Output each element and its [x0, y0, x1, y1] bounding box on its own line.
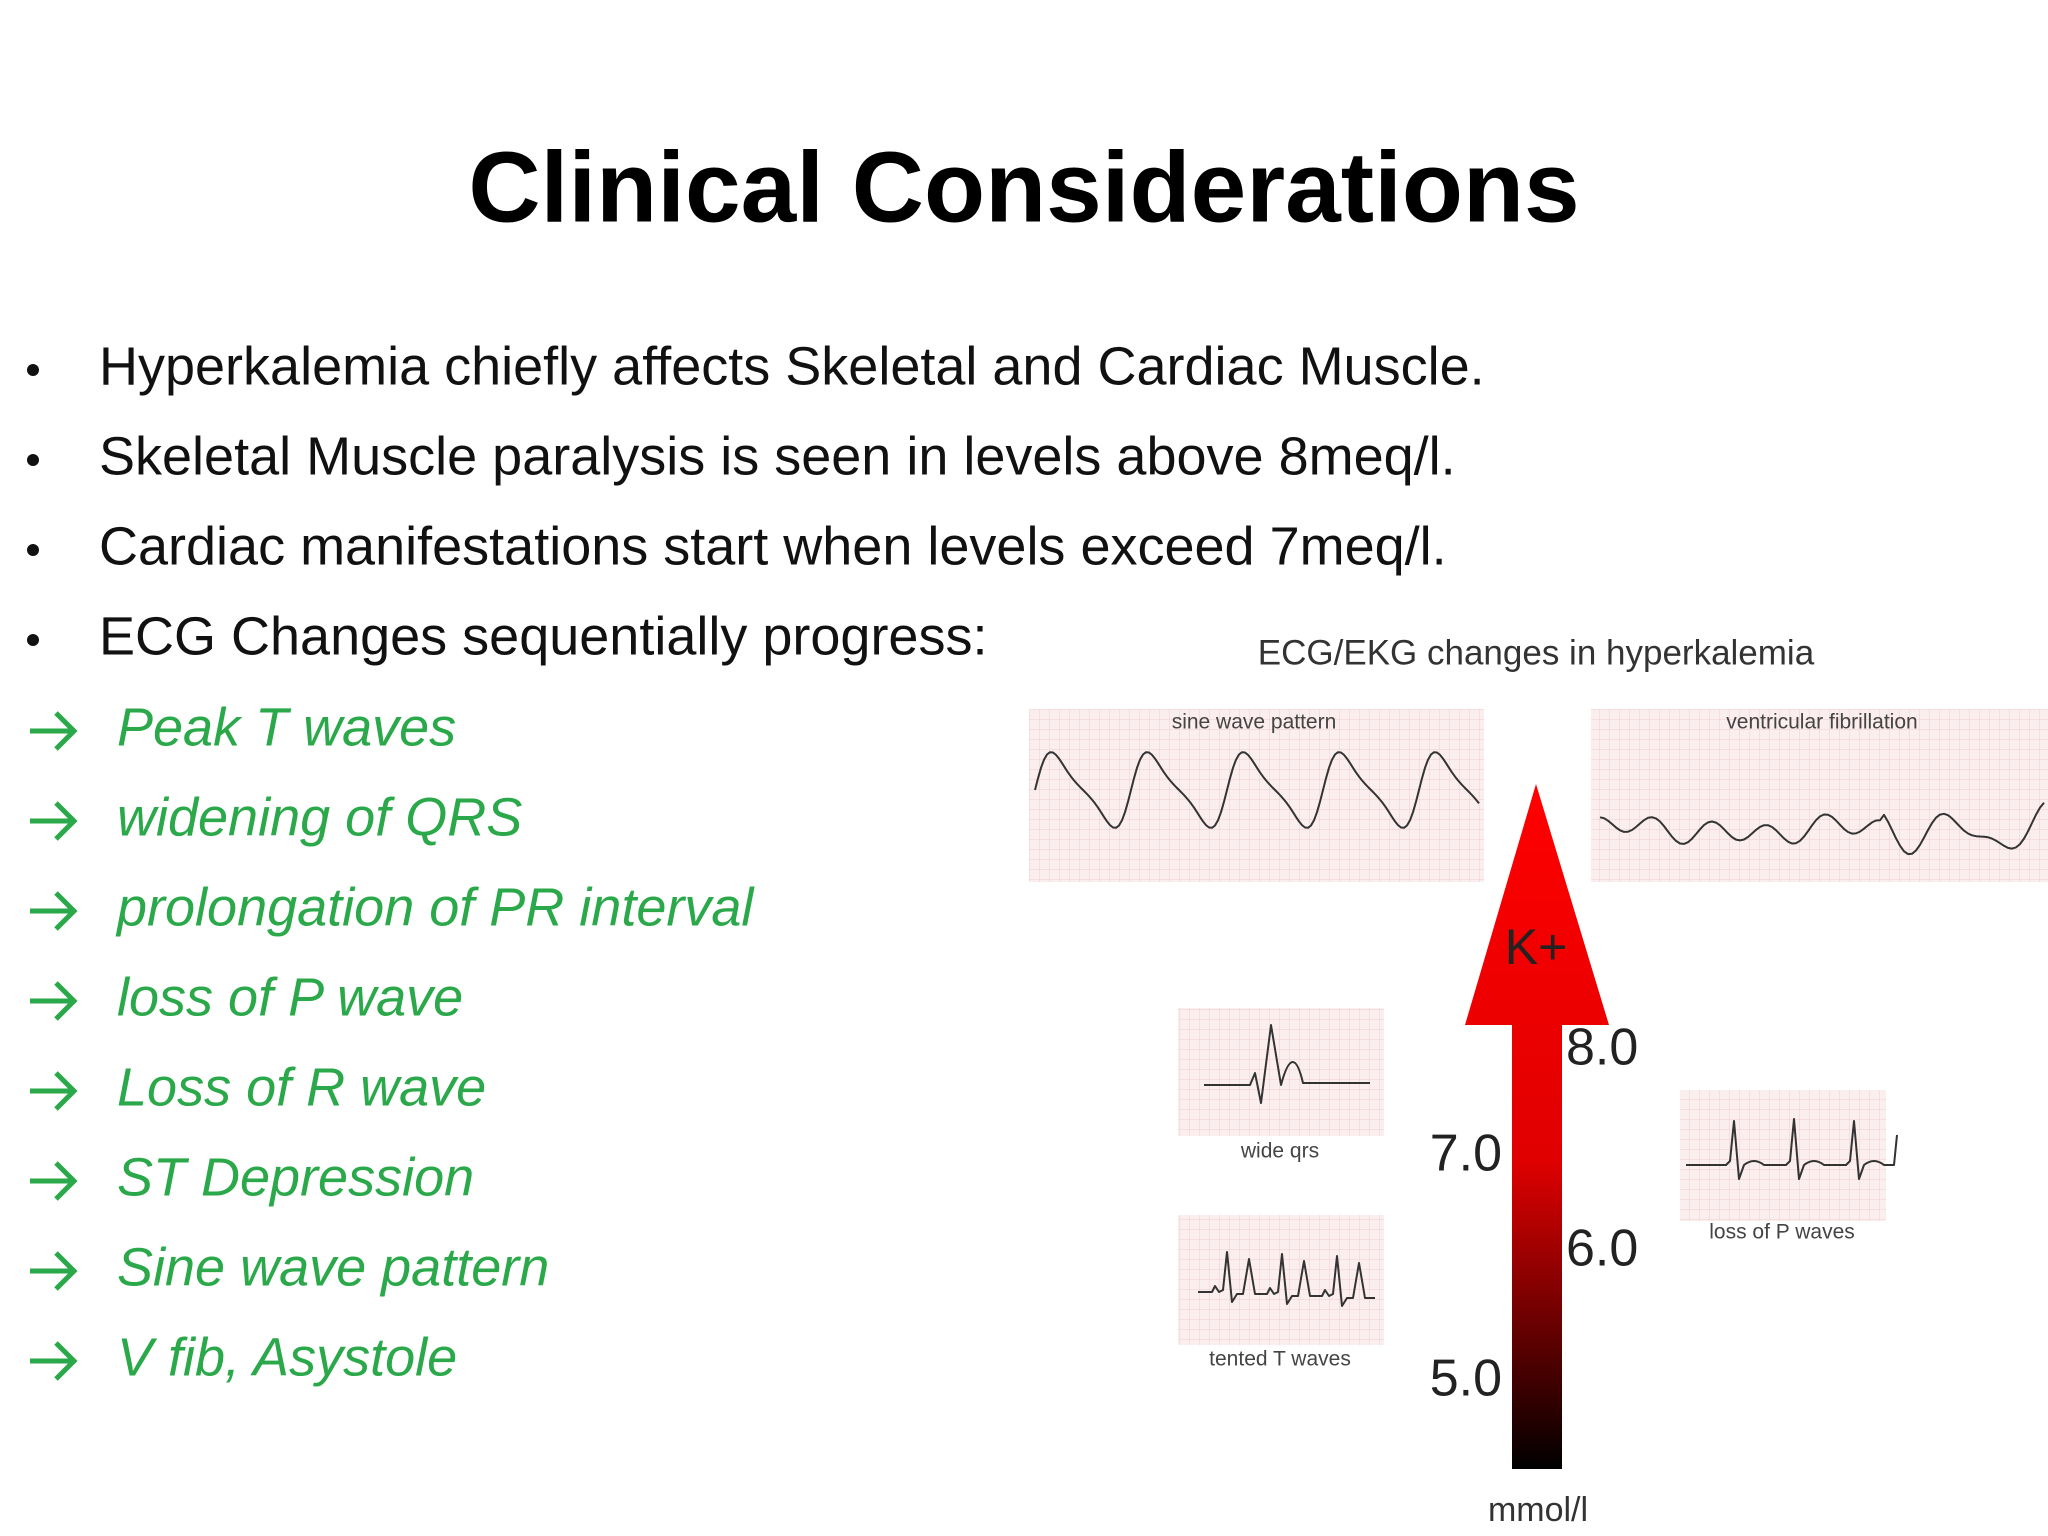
- bullet-list: Hyperkalemia chiefly affects Skeletal an…: [27, 336, 1485, 666]
- bullet-dot: [27, 364, 39, 376]
- unit-label: mmol/l: [1488, 1491, 1588, 1529]
- arrow-icon: [30, 893, 74, 929]
- arrow-label: K+: [1505, 919, 1568, 975]
- step-list: Peak T waves widening of QRS prolongation …: [30, 697, 755, 1387]
- slide-title: Clinical Considerations: [468, 131, 1579, 243]
- ecg-figure: ECG/EKG changes in hyperkalemia sine wav…: [1029, 633, 2048, 1529]
- arrow-icon: [30, 1073, 74, 1109]
- step-text: prolongation of PR interval: [115, 877, 755, 937]
- ecg-trace: [1198, 1251, 1375, 1307]
- step-text: Sine wave pattern: [117, 1237, 549, 1297]
- ecg-panel: [1591, 709, 2048, 882]
- bullet-text: Skeletal Muscle paralysis is seen in lev…: [99, 426, 1456, 486]
- panel-label: wide qrs: [1240, 1140, 1319, 1163]
- ecg-trace: [1599, 802, 2045, 856]
- potassium-arrow: [1465, 784, 1609, 1469]
- bullet-dot: [27, 454, 39, 466]
- bullet-text: ECG Changes sequentially progress:: [99, 606, 987, 666]
- step-text: Peak T waves: [117, 697, 456, 757]
- panel-label: ventricular fibrillation: [1726, 711, 1917, 734]
- arrow-icon: [30, 1343, 74, 1379]
- ecg-trace: [1034, 751, 1480, 829]
- scale-label: 6.0: [1566, 1220, 1638, 1278]
- arrow-icon: [30, 1253, 74, 1289]
- step-text: Loss of R wave: [117, 1057, 486, 1117]
- bullet-text: Cardiac manifestations start when levels…: [99, 516, 1447, 576]
- ecg-panel: [1178, 1215, 1384, 1345]
- arrow-icon: [30, 1163, 74, 1199]
- arrow-icon: [30, 983, 74, 1019]
- figure-title: ECG/EKG changes in hyperkalemia: [1258, 633, 1815, 672]
- scale-label: 5.0: [1430, 1350, 1502, 1408]
- bullet-dot: [27, 544, 39, 556]
- bullet-text: Hyperkalemia chiefly affects Skeletal an…: [99, 336, 1485, 396]
- arrow-icon: [30, 713, 74, 749]
- scale-label: 7.0: [1430, 1125, 1502, 1183]
- step-text: ST Depression: [117, 1147, 474, 1207]
- panel-label: sine wave pattern: [1172, 711, 1337, 734]
- ecg-trace: [1686, 1118, 1898, 1180]
- panel-label: loss of P waves: [1709, 1221, 1855, 1244]
- ecg-trace: [1204, 1024, 1370, 1104]
- scale-label: 8.0: [1566, 1019, 1638, 1077]
- step-text: widening of QRS: [117, 787, 522, 847]
- step-text: V fib, Asystole: [117, 1327, 457, 1387]
- ecg-panel: [1178, 1008, 1384, 1136]
- arrow-icon: [30, 803, 74, 839]
- bullet-dot: [27, 634, 39, 646]
- ecg-panel: [1680, 1090, 1886, 1221]
- step-text: loss of P wave: [117, 967, 463, 1027]
- ecg-panel: [1029, 709, 1484, 882]
- panel-label: tented T waves: [1209, 1348, 1351, 1371]
